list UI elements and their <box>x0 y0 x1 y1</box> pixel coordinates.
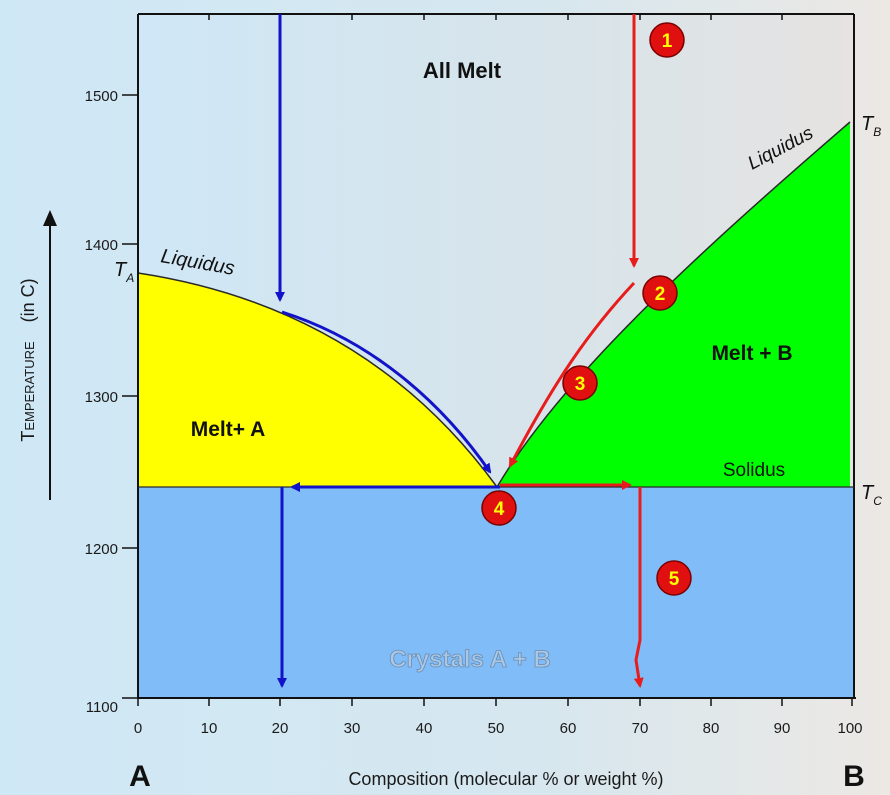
x-tick-50: 50 <box>488 720 505 737</box>
tc-label: TC <box>861 482 882 508</box>
step-4-number: 4 <box>494 499 505 520</box>
x-tick-40: 40 <box>416 720 433 737</box>
y-axis-title-main: Temperature <box>18 341 38 442</box>
melt-a-label: Melt+ A <box>191 418 265 441</box>
x-tick-100: 100 <box>837 720 862 737</box>
solidus-label: Solidus <box>723 460 785 481</box>
step-1-badge: 1 <box>649 22 685 58</box>
x-tick-80: 80 <box>703 720 720 737</box>
y-tick-labels: 1100 1200 1300 1400 1500 <box>85 88 118 716</box>
ta-label: TA <box>114 259 134 285</box>
liquidus-curve-right <box>496 121 851 488</box>
red-path-liquidus <box>508 281 636 468</box>
x-tick-20: 20 <box>272 720 289 737</box>
y-axis-title: Temperature (in C) <box>18 278 38 441</box>
all-melt-label: All Melt <box>423 58 502 83</box>
y-tick-1500: 1500 <box>85 88 118 105</box>
x-tick-90: 90 <box>774 720 791 737</box>
y-tick-1300: 1300 <box>85 389 118 406</box>
bottom-ticks <box>137 698 853 706</box>
step-3-badge: 3 <box>562 365 598 401</box>
y-tick-1400: 1400 <box>85 237 118 254</box>
x-tick-10: 10 <box>201 720 218 737</box>
end-member-a-label: A <box>129 760 151 793</box>
red-path-final <box>633 487 644 688</box>
melt-a-field <box>138 273 497 487</box>
x-tick-0: 0 <box>134 720 142 737</box>
blue-path-liquidus <box>281 310 492 474</box>
step-5-badge: 5 <box>656 560 692 596</box>
end-member-b-label: B <box>843 760 865 793</box>
step-1-number: 1 <box>662 31 673 52</box>
step-2-badge: 2 <box>642 275 678 311</box>
crystals-label: Crystals A + B <box>389 646 551 673</box>
tb-label: TB <box>861 113 881 139</box>
y-tick-1200: 1200 <box>85 541 118 558</box>
step-3-number: 3 <box>575 374 586 395</box>
step-2-number: 2 <box>655 284 666 305</box>
x-axis-title: Composition (molecular % or weight %) <box>348 769 663 789</box>
y-tick-1100: 1100 <box>86 699 118 716</box>
x-tick-30: 30 <box>344 720 361 737</box>
y-ticks <box>122 94 138 699</box>
y-axis-title-unit: (in C) <box>18 278 38 322</box>
x-tick-labels: 0 10 20 30 40 50 60 70 80 90 100 <box>134 720 863 737</box>
x-tick-70: 70 <box>632 720 649 737</box>
step-4-badge: 4 <box>481 490 517 526</box>
x-tick-60: 60 <box>560 720 577 737</box>
temperature-arrow-head <box>43 210 57 226</box>
liquidus-curve-left <box>137 272 498 488</box>
melt-b-label: Melt + B <box>711 342 792 365</box>
step-5-number: 5 <box>669 569 680 590</box>
